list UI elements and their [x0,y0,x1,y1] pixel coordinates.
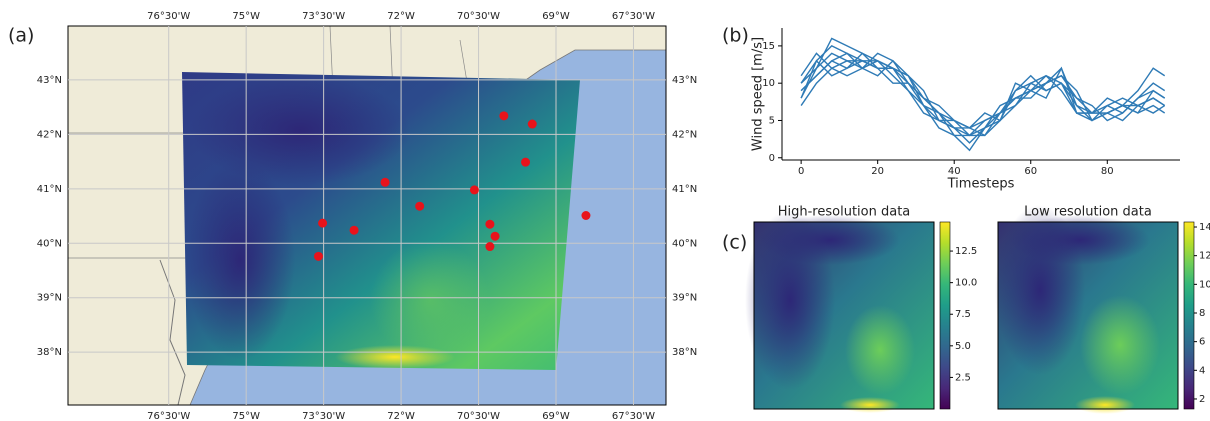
y-tick-label: 43°N [37,75,62,86]
colorbar-tick-label: 10 [1199,279,1210,290]
y-tick-label: 41°N [37,184,62,195]
colorbar-tick-label: 5.0 [955,341,971,352]
x-tick-label: 72°W [387,411,415,421]
site-point [521,157,531,167]
site-point [469,185,479,195]
series-line [800,52,1166,144]
x-tick-label: 20 [871,166,884,177]
x-tick-label: 76°30'W [147,411,190,421]
x-tick-label: 73°30'W [302,411,345,421]
site-point [490,231,500,241]
panel-label: (c) [722,232,747,254]
site-point [349,225,359,235]
heatmap-image-high [745,210,934,413]
x-tick-label: 67°30'W [612,11,655,22]
colorbar-tick-label: 4 [1199,365,1205,376]
x-tick-label: 67°30'W [612,411,655,421]
x-tick-label: 40 [948,166,961,177]
y-tick-label: 38°N [672,347,697,358]
y-tick-label: 43°N [672,75,697,86]
y-tick-label: 40°N [672,238,697,249]
heatmap-frame [753,221,935,410]
y-tick-label: 40°N [37,238,62,249]
y-tick-label: 5 [769,115,775,126]
colorbar-tick-label: 8 [1199,308,1205,319]
y-tick-label: 41°N [672,184,697,195]
heatmap-title: High-resolution data [778,205,911,220]
colorbar-tick-label: 12.5 [955,246,977,257]
colorbar-tick-label: 2 [1199,394,1205,405]
site-point [527,119,537,129]
x-tick-label: 72°W [387,11,415,22]
heatmap-frame [997,221,1179,410]
site-point [380,177,390,187]
colorbar-tick-label: 12 [1199,251,1210,262]
colorbar [939,221,951,410]
series-line [800,59,1166,129]
x-tick-label: 76°30'W [147,11,190,22]
y-tick-label: 0 [769,153,775,164]
site-point [415,201,425,211]
x-tick-label: 0 [798,166,804,177]
panel-label: (a) [8,25,34,47]
colorbar-tick-label: 2.5 [955,372,971,383]
y-tick-label: 38°N [37,347,62,358]
x-tick-label: 69°W [542,11,570,22]
site-point [485,242,495,252]
y-tick-label: 42°N [37,129,62,140]
y-tick-label: 15 [762,41,775,52]
y-tick-label: 42°N [672,129,697,140]
map-background [68,26,666,405]
y-axis-label: Wind speed [m/s] [751,37,766,151]
y-tick-label: 39°N [37,293,62,304]
site-point [499,111,509,121]
x-tick-label: 70°30'W [457,411,500,421]
site-point [313,251,323,261]
x-tick-label: 75°W [232,411,260,421]
heatmap-image-low [995,205,1178,414]
panel-label: (b) [722,25,749,47]
colorbar-tick-label: 7.5 [955,309,971,320]
heatmap-title: Low resolution data [1024,205,1152,220]
colorbar-tick-label: 10.0 [955,278,977,289]
colorbar-tick-label: 6 [1199,337,1205,348]
x-tick-label: 69°W [542,411,570,421]
series-line [800,59,1166,129]
y-tick-label: 39°N [672,293,697,304]
x-tick-label: 75°W [232,11,260,22]
x-tick-label: 73°30'W [302,11,345,22]
site-point [318,218,328,228]
x-tick-label: 60 [1024,166,1037,177]
x-axis-label: Timesteps [947,177,1015,192]
x-tick-label: 70°30'W [457,11,500,22]
site-point [485,219,495,229]
site-point [581,211,591,220]
x-tick-label: 80 [1101,166,1114,177]
colorbar-tick-label: 14 [1199,222,1210,233]
colorbar [1183,221,1195,410]
series-line [800,52,1166,152]
y-tick-label: 10 [762,78,775,89]
map-frame [67,25,667,406]
